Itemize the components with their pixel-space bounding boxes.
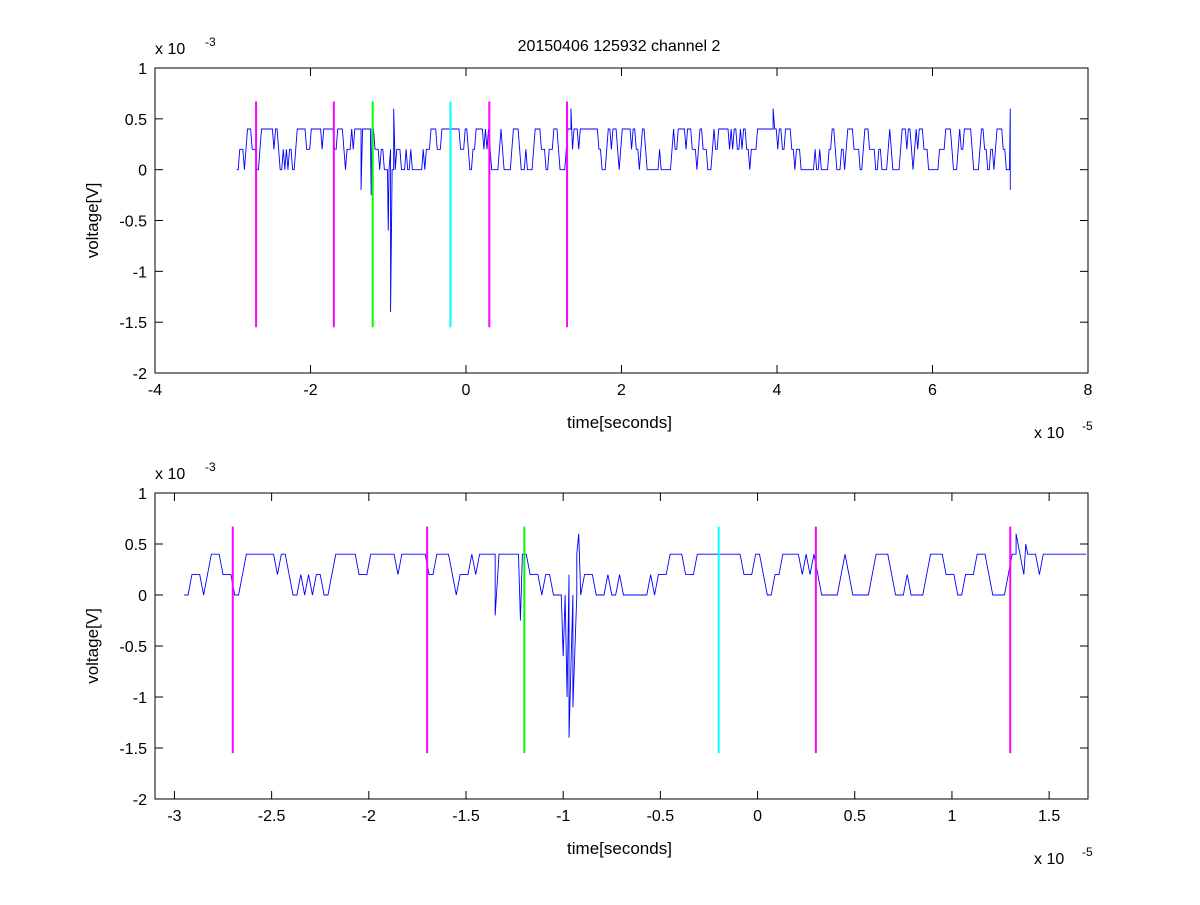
voltage-trace — [236, 108, 1011, 313]
x-tick-label: 1.5 — [1038, 808, 1060, 825]
y-tick-label: 1 — [138, 61, 147, 78]
y-exponent-base: x 10 — [155, 41, 185, 58]
x-tick-label: 0 — [753, 808, 762, 825]
x-exponent-power: -5 — [1082, 845, 1093, 859]
x-exponent-base: x 10 — [1034, 851, 1064, 868]
x-axis-label: time[seconds] — [567, 413, 672, 432]
x-tick-label: 0 — [462, 382, 471, 399]
y-tick-label: -1 — [133, 264, 147, 281]
figure-title: 20150406 125932 channel 2 — [518, 38, 721, 55]
x-tick-label: -2 — [303, 382, 317, 399]
y-tick-label: -1.5 — [119, 315, 147, 332]
y-tick-label: -1.5 — [119, 741, 147, 758]
x-tick-label: 2 — [617, 382, 626, 399]
y-tick-label: 0 — [138, 588, 147, 605]
x-tick-label: -1 — [556, 808, 570, 825]
y-tick-label: -2 — [133, 792, 147, 809]
x-axis-label: time[seconds] — [567, 839, 672, 858]
x-tick-label: -2 — [362, 808, 376, 825]
y-tick-label: 0.5 — [125, 537, 147, 554]
y-exponent-base: x 10 — [155, 466, 185, 483]
y-exponent-power: -3 — [205, 460, 216, 474]
y-exponent-power: -3 — [205, 35, 216, 49]
x-tick-label: -0.5 — [647, 808, 675, 825]
y-axis-label: voltage[V] — [83, 608, 102, 684]
y-tick-label: 0 — [138, 163, 147, 180]
x-tick-label: 8 — [1084, 382, 1093, 399]
x-tick-label: 6 — [928, 382, 937, 399]
x-tick-label: -2.5 — [258, 808, 286, 825]
y-tick-label: -2 — [133, 366, 147, 383]
y-tick-label: -0.5 — [119, 214, 147, 231]
axes-box — [154, 67, 1089, 374]
top-plot: -4 -2 0 2 4 6 810.50-0.5-1-1.5-2time[seconds]v… — [83, 35, 1093, 442]
x-tick-label: 0.5 — [844, 808, 866, 825]
x-tick-label: -4 — [148, 382, 162, 399]
x-tick-label: -3 — [167, 808, 181, 825]
bottom-plot: -3 -2.5 -2 -1.5 -1 -0.5 0 0.5 1 1.5 1 0.5 0 -0.5 -1 -1.… — [83, 460, 1093, 868]
y-tick-label: 0.5 — [125, 112, 147, 129]
x-tick-label: -1.5 — [452, 808, 480, 825]
y-tick-label: -0.5 — [119, 639, 147, 656]
x-exponent-power: -5 — [1082, 419, 1093, 433]
x-exponent-base: x 10 — [1034, 425, 1064, 442]
axes-box — [154, 492, 1089, 800]
voltage-trace — [184, 533, 1087, 738]
x-tick-label: 1 — [947, 808, 956, 825]
x-tick-label: 4 — [773, 382, 782, 399]
y-tick-label: -1 — [133, 690, 147, 707]
y-tick-label: 1 — [138, 486, 147, 503]
y-axis-label: voltage[V] — [83, 183, 102, 259]
